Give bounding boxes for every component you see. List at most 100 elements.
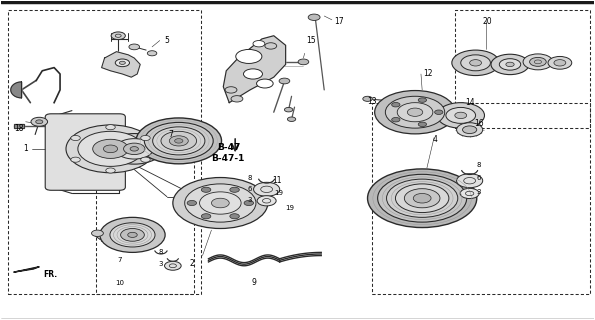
Text: 3: 3	[247, 197, 252, 203]
Circle shape	[148, 51, 157, 56]
Circle shape	[115, 139, 154, 159]
Text: 16: 16	[474, 119, 484, 128]
Circle shape	[141, 135, 150, 140]
Circle shape	[456, 123, 483, 137]
Circle shape	[414, 194, 431, 203]
Circle shape	[462, 126, 477, 133]
Text: B-47-1: B-47-1	[211, 154, 245, 163]
Circle shape	[418, 122, 427, 126]
Polygon shape	[14, 267, 39, 272]
Circle shape	[368, 169, 477, 228]
Circle shape	[128, 232, 137, 237]
Text: 12: 12	[424, 69, 433, 78]
Circle shape	[187, 200, 196, 205]
Circle shape	[253, 182, 280, 196]
Circle shape	[256, 79, 273, 88]
Text: 18: 18	[14, 124, 23, 132]
Circle shape	[231, 96, 243, 102]
Circle shape	[375, 91, 455, 134]
Circle shape	[257, 196, 276, 206]
Circle shape	[298, 59, 309, 65]
Bar	[14, 124, 24, 127]
Circle shape	[506, 62, 514, 67]
Circle shape	[66, 125, 155, 173]
Text: 7: 7	[168, 130, 173, 139]
Circle shape	[386, 96, 444, 128]
Circle shape	[491, 54, 529, 75]
Circle shape	[110, 223, 155, 247]
Circle shape	[93, 139, 129, 158]
Circle shape	[446, 108, 475, 123]
Text: 6: 6	[247, 186, 252, 192]
Text: 3: 3	[477, 189, 481, 195]
Bar	[372, 103, 590, 294]
Bar	[8, 10, 201, 294]
Text: 9: 9	[251, 278, 256, 287]
Circle shape	[363, 96, 372, 101]
Circle shape	[554, 60, 566, 66]
Circle shape	[378, 174, 466, 222]
FancyBboxPatch shape	[45, 114, 126, 190]
Circle shape	[253, 41, 265, 47]
Circle shape	[499, 59, 521, 70]
Circle shape	[170, 136, 188, 146]
Circle shape	[397, 103, 433, 122]
Circle shape	[460, 188, 479, 198]
Circle shape	[106, 133, 163, 164]
Circle shape	[387, 179, 458, 217]
Circle shape	[129, 44, 140, 50]
Circle shape	[548, 56, 572, 69]
Circle shape	[161, 131, 196, 150]
Circle shape	[265, 43, 277, 49]
Circle shape	[408, 108, 423, 116]
Circle shape	[104, 145, 118, 153]
Circle shape	[106, 168, 115, 173]
Text: 7: 7	[118, 257, 122, 263]
Circle shape	[78, 131, 143, 166]
Circle shape	[392, 117, 400, 122]
Circle shape	[230, 214, 239, 219]
Text: 11: 11	[273, 176, 282, 185]
Circle shape	[36, 120, 43, 124]
Circle shape	[405, 189, 440, 208]
Circle shape	[199, 192, 241, 214]
Circle shape	[236, 50, 262, 63]
Circle shape	[461, 55, 490, 71]
Circle shape	[243, 69, 262, 79]
Circle shape	[124, 143, 145, 155]
Circle shape	[106, 124, 115, 130]
Circle shape	[523, 54, 553, 70]
Text: 8: 8	[477, 162, 481, 168]
Text: 14: 14	[465, 98, 475, 107]
Text: FR.: FR.	[43, 270, 58, 279]
Text: 19: 19	[274, 190, 283, 196]
Circle shape	[130, 147, 139, 151]
Circle shape	[279, 78, 290, 84]
Circle shape	[434, 110, 443, 115]
Text: 1: 1	[23, 144, 28, 153]
Text: 20: 20	[483, 17, 492, 26]
Circle shape	[153, 127, 205, 155]
Circle shape	[121, 228, 145, 241]
Circle shape	[184, 184, 256, 222]
Circle shape	[308, 14, 320, 20]
Bar	[14, 124, 24, 127]
Circle shape	[31, 117, 48, 126]
Text: 5: 5	[164, 36, 169, 45]
Circle shape	[71, 135, 80, 140]
Text: 15: 15	[306, 36, 316, 45]
Circle shape	[92, 230, 104, 236]
Circle shape	[455, 112, 466, 119]
Text: 17: 17	[334, 17, 344, 26]
Text: 4: 4	[433, 135, 438, 144]
Text: 13: 13	[368, 97, 377, 106]
Polygon shape	[223, 36, 286, 103]
Text: 6: 6	[477, 174, 481, 180]
Polygon shape	[102, 52, 140, 77]
Text: 8: 8	[158, 249, 162, 255]
Circle shape	[437, 103, 484, 128]
Circle shape	[141, 157, 150, 162]
Text: B-47: B-47	[217, 143, 241, 152]
Circle shape	[452, 50, 499, 76]
Text: 3: 3	[158, 260, 162, 267]
